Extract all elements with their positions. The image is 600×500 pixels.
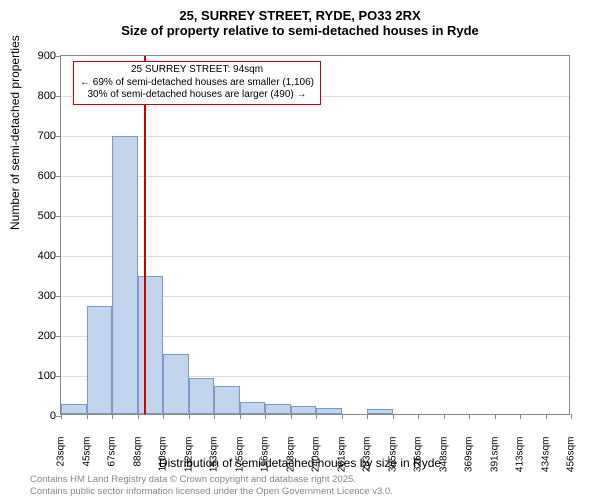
x-tick-mark xyxy=(546,414,547,419)
y-tick-label: 800 xyxy=(26,90,56,102)
y-tick-label: 700 xyxy=(26,130,56,142)
x-tick-mark xyxy=(520,414,521,419)
y-tick-label: 100 xyxy=(26,370,56,382)
histogram-bar xyxy=(367,409,393,414)
y-tick-mark xyxy=(56,256,61,257)
histogram-bar xyxy=(61,404,87,414)
y-tick-mark xyxy=(56,216,61,217)
x-tick-mark xyxy=(265,414,266,419)
callout-box: 25 SURREY STREET: 94sqm← 69% of semi-det… xyxy=(73,61,321,105)
y-axis-label: Number of semi-detached properties xyxy=(8,35,22,230)
title-line-2: Size of property relative to semi-detach… xyxy=(0,23,600,38)
histogram-bar xyxy=(112,136,138,414)
x-tick-mark xyxy=(342,414,343,419)
x-tick-mark xyxy=(138,414,139,419)
histogram-bar xyxy=(189,378,215,414)
histogram-bar xyxy=(291,406,317,414)
y-tick-mark xyxy=(56,296,61,297)
y-tick-label: 300 xyxy=(26,290,56,302)
x-tick-mark xyxy=(214,414,215,419)
y-tick-mark xyxy=(56,96,61,97)
attribution-footer: Contains HM Land Registry data © Crown c… xyxy=(30,474,393,498)
x-tick-mark xyxy=(495,414,496,419)
x-tick-mark xyxy=(189,414,190,419)
x-tick-mark xyxy=(87,414,88,419)
x-tick-mark xyxy=(418,414,419,419)
x-tick-mark xyxy=(291,414,292,419)
y-tick-mark xyxy=(56,336,61,337)
y-tick-mark xyxy=(56,56,61,57)
histogram-bar xyxy=(163,354,189,414)
footer-line-1: Contains HM Land Registry data © Crown c… xyxy=(30,474,393,486)
y-tick-label: 500 xyxy=(26,210,56,222)
x-tick-mark xyxy=(61,414,62,419)
callout-line: 30% of semi-detached houses are larger (… xyxy=(80,89,314,102)
x-tick-mark xyxy=(367,414,368,419)
footer-line-2: Contains public sector information licen… xyxy=(30,486,393,498)
x-tick-mark xyxy=(240,414,241,419)
chart-plot-area: 010020030040050060070080090023sqm45sqm67… xyxy=(60,55,570,415)
y-tick-mark xyxy=(56,376,61,377)
histogram-bar xyxy=(214,386,240,414)
histogram-bar xyxy=(138,276,164,414)
y-tick-label: 600 xyxy=(26,170,56,182)
y-tick-label: 0 xyxy=(26,410,56,422)
x-tick-mark xyxy=(444,414,445,419)
y-tick-mark xyxy=(56,136,61,137)
y-tick-label: 400 xyxy=(26,250,56,262)
callout-line: ← 69% of semi-detached houses are smalle… xyxy=(80,77,314,90)
marker-line xyxy=(144,56,146,414)
x-tick-mark xyxy=(316,414,317,419)
histogram-bar xyxy=(240,402,266,414)
x-tick-mark xyxy=(163,414,164,419)
histogram-bar xyxy=(87,306,113,414)
title-line-1: 25, SURREY STREET, RYDE, PO33 2RX xyxy=(0,8,600,23)
histogram-bar xyxy=(265,404,291,414)
y-tick-label: 200 xyxy=(26,330,56,342)
callout-line: 25 SURREY STREET: 94sqm xyxy=(80,64,314,77)
x-tick-mark xyxy=(393,414,394,419)
x-axis-label: Distribution of semi-detached houses by … xyxy=(0,456,600,470)
x-tick-mark xyxy=(112,414,113,419)
histogram-bar xyxy=(316,408,342,414)
chart-title: 25, SURREY STREET, RYDE, PO33 2RX Size o… xyxy=(0,0,600,38)
x-tick-mark xyxy=(571,414,572,419)
y-tick-label: 900 xyxy=(26,50,56,62)
y-tick-mark xyxy=(56,176,61,177)
x-tick-mark xyxy=(469,414,470,419)
